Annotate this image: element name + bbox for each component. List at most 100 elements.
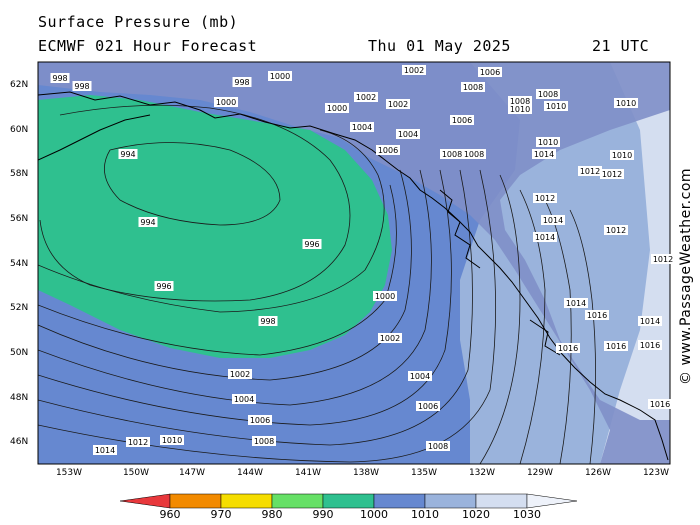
colorbar-label: 1030 (513, 508, 541, 521)
colorbar-swatch (271, 493, 324, 509)
isobar-lines (38, 104, 596, 464)
colorbar-swatch (322, 493, 375, 509)
isobar-label: 1004 (398, 130, 418, 139)
isobar-label: 1010 (616, 99, 636, 108)
isobar-label-bg (402, 65, 426, 75)
lat-label: 48N (10, 393, 29, 403)
isobar-label-bg (508, 104, 532, 114)
isobar-label-bg (638, 316, 662, 326)
colorbar-arrow-right (526, 493, 578, 509)
isobar-label-bg (50, 73, 70, 83)
colorbar-label: 1010 (411, 508, 439, 521)
isobar-label: 996 (156, 282, 171, 291)
model-forecast-label: ECMWF 021 Hour Forecast (38, 37, 258, 55)
isobar-label: 1012 (580, 167, 600, 176)
lon-label: 138W (352, 468, 380, 478)
isobar-labels: 9949949969969981000100210041006100810101… (50, 65, 675, 455)
isobar-label-bg (416, 401, 440, 411)
isobar-label-bg (536, 89, 560, 99)
colorbar-swatch (169, 493, 222, 509)
isobar-label: 1014 (640, 317, 660, 326)
isobar-label: 1002 (388, 100, 408, 109)
lat-label: 52N (10, 303, 29, 313)
lon-label: 135W (410, 468, 438, 478)
isobar-label: 1008 (538, 90, 558, 99)
credit-text: © www.PassageWeather.com (678, 167, 694, 385)
isobar-label-bg (232, 77, 252, 87)
isobar-label: 1004 (234, 395, 254, 404)
isobar-label: 996 (304, 240, 319, 249)
isobar-label-bg (93, 445, 117, 455)
isobar-label-bg (648, 399, 672, 409)
isobar-label: 1016 (587, 311, 607, 320)
lon-label: 150W (122, 468, 150, 478)
isobar-label: 1010 (538, 138, 558, 147)
isobar-label: 1006 (418, 402, 438, 411)
isobar-label-bg (578, 166, 602, 176)
isobar-label: 1008 (463, 83, 483, 92)
colorbar-label: 980 (261, 508, 283, 521)
isobar-label-bg (461, 82, 485, 92)
lon-label: 153W (55, 468, 83, 478)
isobar-label: 1012 (606, 226, 626, 235)
isobar-label-bg (258, 316, 278, 326)
isobar-label-bg (325, 103, 349, 113)
chart-title: Surface Pressure (mb) (38, 13, 239, 31)
isobar-label-bg (604, 225, 628, 235)
lon-label: 144W (236, 468, 264, 478)
isobar-label-bg (154, 281, 174, 291)
lon-label: 147W (178, 468, 206, 478)
isobar-label: 1012 (128, 438, 148, 447)
isobar-label-bg (532, 149, 556, 159)
isobar-label-bg (544, 101, 568, 111)
isobar-label-bg (440, 149, 464, 159)
colorbar (119, 493, 578, 509)
isobar-label-bg (600, 169, 624, 179)
isobar-label-bg (508, 96, 532, 106)
isobar-label: 1016 (606, 342, 626, 351)
isobar-label-bg (462, 149, 486, 159)
isobar-label-bg (248, 415, 272, 425)
isobar-label: 994 (120, 150, 135, 159)
isobar-label-bg (268, 71, 292, 81)
isobar-label-bg (118, 149, 138, 159)
isobar-label: 1016 (640, 341, 660, 350)
isobar-label-bg (533, 232, 557, 242)
isobar-label-bg (564, 298, 588, 308)
isobar-label: 1002 (230, 370, 250, 379)
isobar-label-bg (426, 441, 450, 451)
isobar-label: 1006 (480, 68, 500, 77)
isobar-label-bg (232, 394, 256, 404)
isobar-label-bg (541, 215, 565, 225)
colorbar-label: 960 (159, 508, 181, 521)
lon-label: 126W (584, 468, 612, 478)
isobar-label-bg (478, 67, 502, 77)
lon-label: 141W (294, 468, 322, 478)
isobar-label: 1008 (464, 150, 484, 159)
lat-label: 46N (10, 437, 29, 447)
colorbar-arrow-left (119, 493, 171, 509)
isobar-label: 1012 (653, 255, 673, 264)
isobar-label: 1010 (510, 105, 530, 114)
isobar-label: 1008 (510, 97, 530, 106)
isobar-label-bg (354, 92, 378, 102)
isobar-label: 1000 (375, 292, 395, 301)
isobar-label-bg (72, 81, 92, 91)
isobar-label: 998 (52, 74, 67, 83)
isobar-label-bg (638, 340, 662, 350)
colorbar-swatch (424, 493, 477, 509)
colorbar-swatch (220, 493, 273, 509)
colorbar-swatch (475, 493, 528, 509)
isobar-label-bg (536, 137, 560, 147)
isobar-label-bg (376, 145, 400, 155)
coastline (38, 91, 669, 461)
isobar-label: 998 (74, 82, 89, 91)
isobar-label-bg (386, 99, 410, 109)
isobar-label: 1008 (428, 442, 448, 451)
colorbar-label: 990 (312, 508, 334, 521)
isobar-label-bg (556, 343, 580, 353)
isobar-label: 1000 (216, 98, 236, 107)
isobar-label-bg (252, 436, 276, 446)
lon-label: 132W (468, 468, 496, 478)
isobar-label-bg (408, 371, 432, 381)
